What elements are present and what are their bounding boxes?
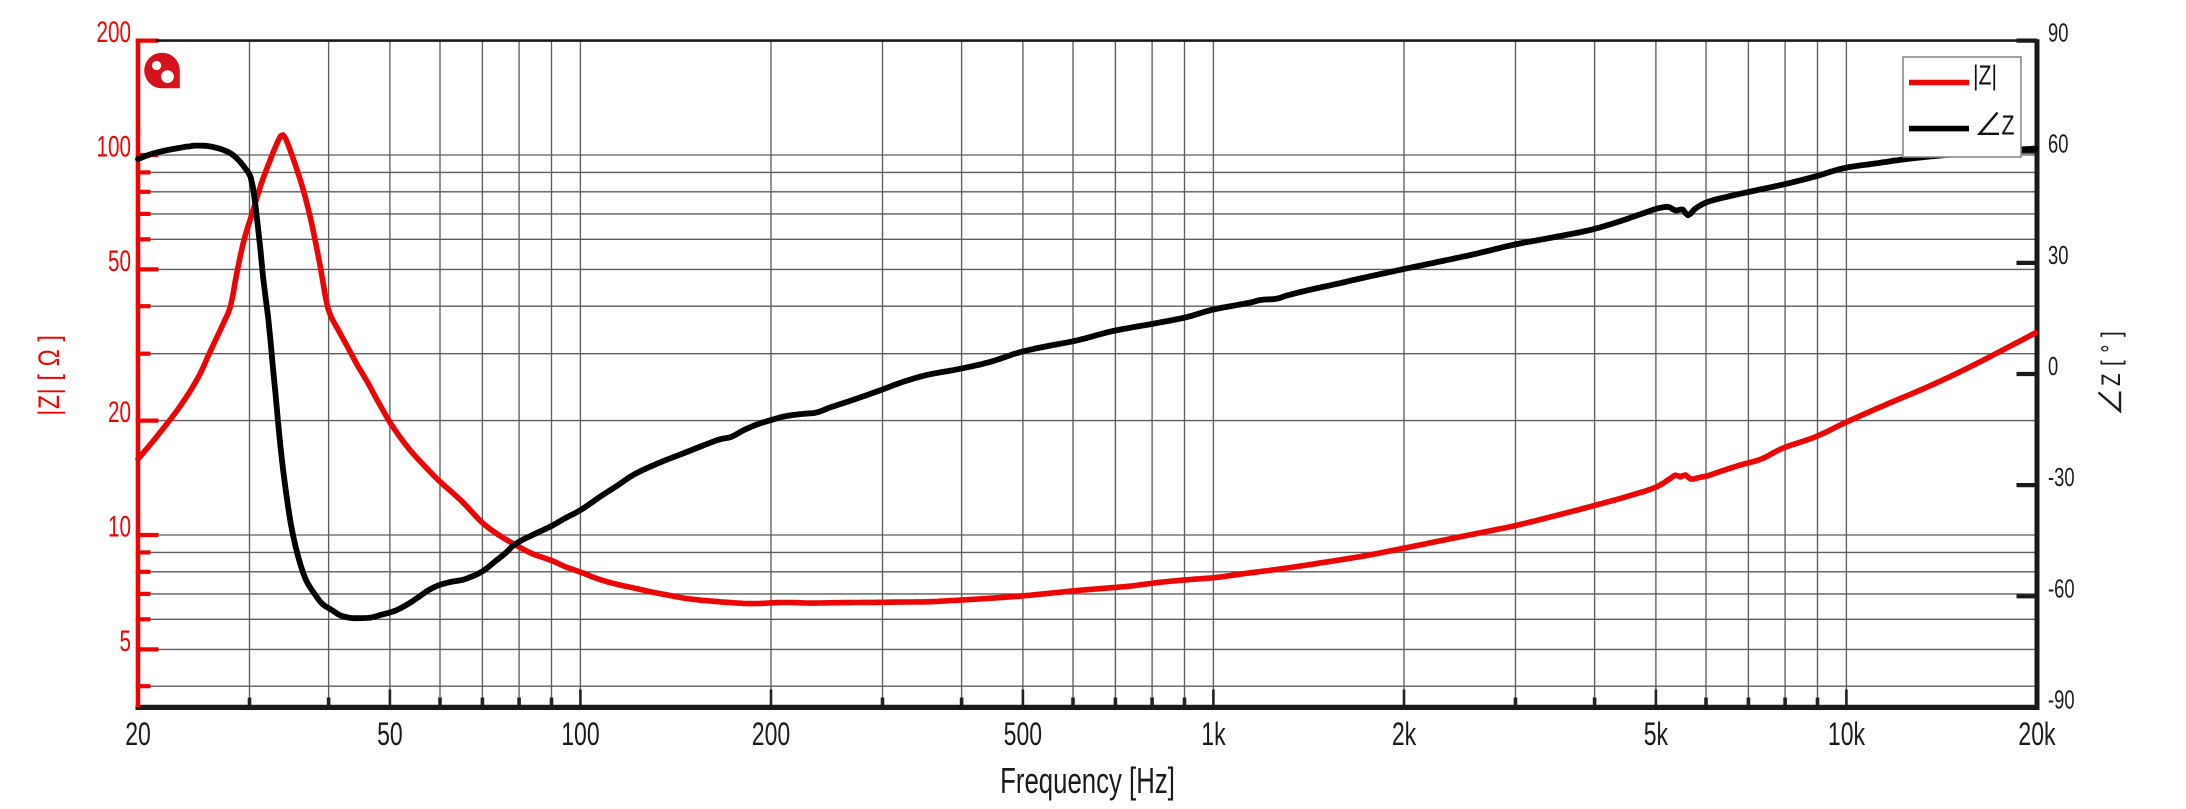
svg-text:50: 50 xyxy=(377,716,403,752)
svg-text:20: 20 xyxy=(108,397,131,429)
svg-text:20: 20 xyxy=(125,716,151,752)
svg-text:100: 100 xyxy=(561,716,599,752)
svg-text:0: 0 xyxy=(2048,352,2058,381)
svg-text:10k: 10k xyxy=(1828,716,1865,752)
svg-text:200: 200 xyxy=(97,17,131,49)
svg-text:5k: 5k xyxy=(1644,716,1668,752)
svg-text:10: 10 xyxy=(108,511,131,543)
svg-text:1k: 1k xyxy=(1201,716,1225,752)
svg-text:-60: -60 xyxy=(2048,574,2075,603)
svg-text:|Z|: |Z| xyxy=(1973,60,1997,92)
svg-text:5: 5 xyxy=(120,625,131,657)
svg-text:Z: Z xyxy=(2002,110,2015,142)
svg-text:|Z| [ Ω ]: |Z| [ Ω ] xyxy=(32,334,66,415)
svg-text:100: 100 xyxy=(97,131,131,163)
svg-text:-90: -90 xyxy=(2048,685,2075,714)
svg-text:90: 90 xyxy=(2048,19,2068,48)
svg-text:Z [ ° ]: Z [ ° ] xyxy=(2096,330,2126,386)
svg-text:-30: -30 xyxy=(2048,463,2075,492)
svg-text:2k: 2k xyxy=(1392,716,1416,752)
svg-text:30: 30 xyxy=(2048,241,2068,270)
svg-text:50: 50 xyxy=(108,245,131,277)
svg-text:60: 60 xyxy=(2048,130,2068,159)
svg-text:500: 500 xyxy=(1004,716,1042,752)
svg-text:Frequency [Hz]: Frequency [Hz] xyxy=(1000,761,1175,801)
svg-text:20k: 20k xyxy=(2018,716,2055,752)
svg-text:200: 200 xyxy=(752,716,790,752)
